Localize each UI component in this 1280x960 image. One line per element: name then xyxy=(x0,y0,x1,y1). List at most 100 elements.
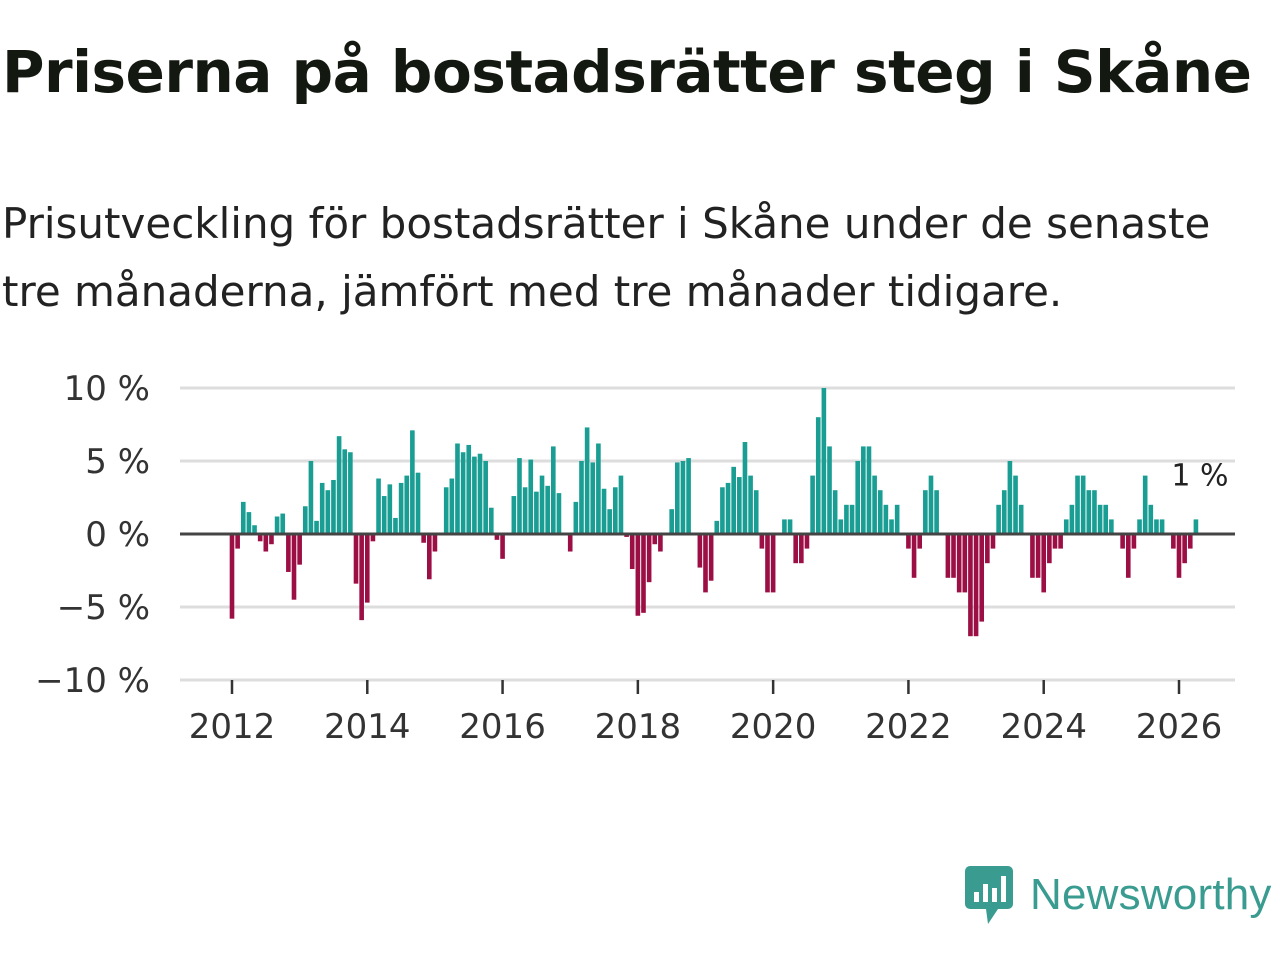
bar xyxy=(229,534,235,619)
bar xyxy=(669,509,674,534)
bar xyxy=(426,534,432,580)
bar xyxy=(517,458,522,534)
y-tick-label: 10 % xyxy=(64,369,150,409)
bar xyxy=(607,509,612,534)
bar xyxy=(889,519,894,534)
bar xyxy=(398,482,404,534)
bar xyxy=(934,490,939,534)
bar xyxy=(652,534,658,545)
bar xyxy=(556,493,562,534)
bar xyxy=(838,519,844,534)
bar xyxy=(579,461,584,534)
bar xyxy=(737,477,742,534)
bar xyxy=(1041,534,1047,593)
bar xyxy=(455,443,460,534)
bar xyxy=(697,534,703,568)
bar xyxy=(393,517,398,534)
bar xyxy=(590,462,596,534)
bar xyxy=(646,534,652,583)
bar xyxy=(601,488,607,534)
bar xyxy=(793,534,798,564)
bar xyxy=(302,506,308,534)
bar xyxy=(748,475,753,534)
annotations: 1 % xyxy=(1171,458,1228,493)
bar xyxy=(703,534,708,593)
bar xyxy=(675,462,680,534)
bar xyxy=(714,520,720,534)
bar xyxy=(613,487,618,534)
bars xyxy=(229,388,1199,637)
bar xyxy=(686,458,691,534)
x-tick-label: 2022 xyxy=(865,707,952,747)
bar xyxy=(567,534,573,552)
x-tick-label: 2020 xyxy=(730,707,817,747)
bar xyxy=(804,534,810,549)
bar xyxy=(985,534,990,564)
bar-chart: 10 % 5 % 0 % −5 % −10 % 2012 2014 2016 2018 2020… xyxy=(35,369,1235,747)
bar xyxy=(1148,504,1154,534)
bar xyxy=(325,490,331,534)
bar xyxy=(410,430,415,534)
bar xyxy=(280,513,286,534)
bar xyxy=(364,534,370,603)
bar xyxy=(1131,534,1137,549)
bar xyxy=(849,504,855,534)
bar xyxy=(877,490,883,534)
bar xyxy=(460,452,466,534)
bar xyxy=(956,534,962,593)
bar xyxy=(979,534,985,622)
bar xyxy=(252,525,257,534)
bar xyxy=(765,534,770,593)
bar xyxy=(477,453,483,534)
chart-title: Priserna på bostadsrätter steg i Skåne xyxy=(2,38,1252,106)
bar xyxy=(731,466,736,534)
bar xyxy=(342,449,348,534)
bar xyxy=(376,478,381,534)
bar xyxy=(996,504,1001,534)
bar xyxy=(815,417,821,534)
bar xyxy=(720,487,725,534)
bar xyxy=(1109,519,1114,534)
bar xyxy=(821,388,827,534)
bar xyxy=(1086,490,1092,534)
bar xyxy=(584,427,590,534)
bar xyxy=(466,444,472,534)
bar xyxy=(449,478,455,534)
y-tick-label: −5 % xyxy=(57,588,150,628)
bar xyxy=(872,475,877,534)
bar xyxy=(596,443,601,534)
bar xyxy=(911,534,917,578)
bar xyxy=(359,534,364,621)
bar xyxy=(336,436,342,534)
bar xyxy=(319,482,325,534)
bar xyxy=(1007,461,1013,534)
bar xyxy=(387,484,393,534)
bar xyxy=(861,446,866,534)
bar xyxy=(968,534,973,637)
bar xyxy=(680,461,686,534)
bar xyxy=(1097,504,1103,534)
brand-name: Newsworthy xyxy=(1030,870,1272,919)
bar xyxy=(1035,534,1041,578)
x-tick-label: 2024 xyxy=(1000,707,1087,747)
bar xyxy=(1018,504,1024,534)
bar xyxy=(708,534,714,581)
last-value-label: 1 % xyxy=(1171,458,1228,493)
bar xyxy=(1159,519,1165,534)
bar xyxy=(1092,490,1097,534)
bar xyxy=(240,501,246,534)
bar xyxy=(1001,490,1007,534)
bar xyxy=(404,475,410,534)
bar xyxy=(782,519,787,534)
bar xyxy=(353,534,359,584)
bar xyxy=(1142,475,1148,534)
bar xyxy=(483,461,488,534)
bar xyxy=(263,534,269,552)
bar xyxy=(522,487,528,534)
bar xyxy=(1013,475,1018,534)
bar xyxy=(1063,519,1069,534)
bar xyxy=(314,520,319,534)
bar xyxy=(291,534,297,600)
bar xyxy=(827,446,832,534)
bar xyxy=(286,534,291,572)
